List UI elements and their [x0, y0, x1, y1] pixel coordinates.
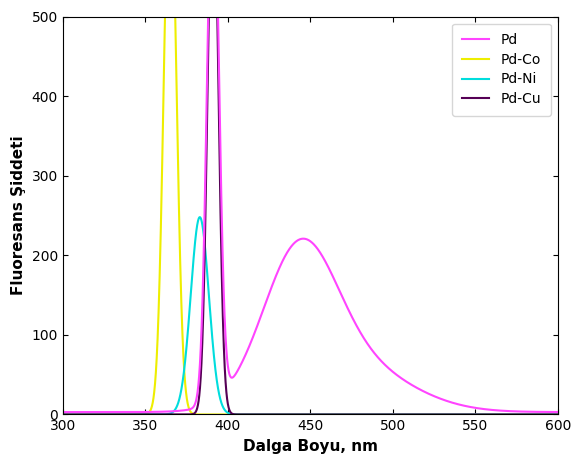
Pd-Co — [551, 412, 558, 417]
X-axis label: Dalga Boyu, nm: Dalga Boyu, nm — [243, 439, 378, 454]
Pd — [246, 343, 253, 348]
Line: Pd: Pd — [63, 17, 558, 412]
Pd — [281, 254, 288, 259]
Pd-Co — [409, 412, 416, 417]
Line: Pd-Ni: Pd-Ni — [63, 217, 558, 414]
Pd-Cu — [174, 412, 181, 417]
Pd-Ni — [196, 214, 203, 220]
Pd-Ni — [179, 376, 186, 382]
Pd-Co — [177, 272, 184, 277]
Pd-Ni — [174, 401, 181, 407]
Pd-Cu — [413, 412, 420, 417]
Y-axis label: Fluoresans Şiddeti: Fluoresans Şiddeti — [11, 136, 26, 295]
Pd-Ni — [246, 412, 253, 417]
Pd-Ni — [59, 412, 66, 417]
Pd — [554, 409, 561, 415]
Pd-Ni — [546, 412, 553, 417]
Pd-Cu — [281, 412, 288, 417]
Pd-Ni — [551, 412, 558, 417]
Pd-Cu — [177, 412, 184, 417]
Pd-Co — [281, 412, 288, 417]
Pd-Co — [59, 412, 66, 417]
Pd-Co — [162, 14, 169, 20]
Pd — [174, 408, 181, 414]
Pd — [59, 409, 66, 415]
Pd-Co — [180, 346, 187, 352]
Pd-Cu — [59, 412, 66, 417]
Pd-Cu — [205, 14, 212, 20]
Pd-Cu — [554, 412, 561, 417]
Pd-Ni — [177, 392, 184, 397]
Line: Pd-Co: Pd-Co — [63, 17, 558, 414]
Pd-Co — [175, 153, 182, 159]
Pd-Ni — [281, 412, 288, 417]
Line: Pd-Cu: Pd-Cu — [63, 17, 558, 414]
Pd-Cu — [551, 412, 558, 417]
Pd — [179, 408, 186, 413]
Pd — [205, 14, 212, 20]
Pd-Cu — [179, 412, 186, 417]
Pd-Co — [554, 412, 561, 417]
Pd-Ni — [554, 412, 561, 417]
Legend: Pd, Pd-Co, Pd-Ni, Pd-Cu: Pd, Pd-Co, Pd-Ni, Pd-Cu — [452, 24, 551, 116]
Pd — [177, 408, 184, 413]
Pd-Cu — [246, 412, 253, 417]
Pd — [551, 409, 558, 415]
Pd-Co — [246, 412, 253, 417]
